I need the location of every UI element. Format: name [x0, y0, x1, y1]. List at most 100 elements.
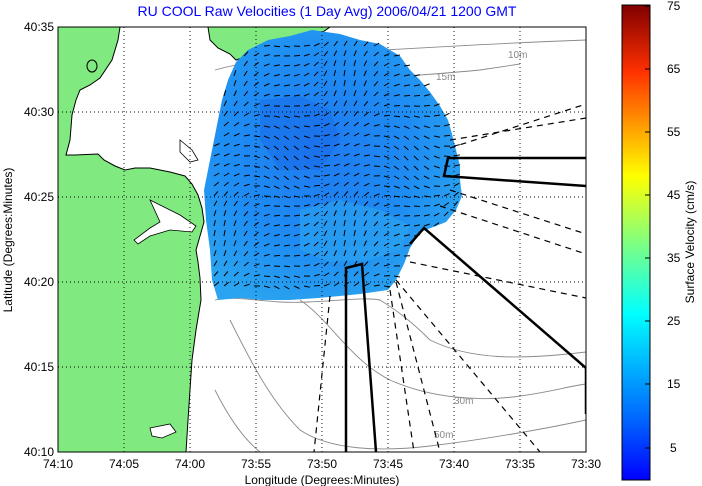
velocity-vector [303, 145, 310, 150]
velocity-vector [333, 182, 340, 187]
velocity-vector [263, 54, 270, 57]
isobath-label: 10m [508, 50, 527, 61]
velocity-vector [253, 212, 260, 217]
velocity-vector [223, 172, 230, 177]
velocity-vector [423, 223, 430, 227]
velocity-vector [263, 185, 270, 188]
velocity-vector [233, 240, 237, 247]
velocity-vector [323, 123, 330, 127]
velocity-vector [413, 94, 421, 97]
velocity-vector [393, 185, 400, 189]
isobath-50m [229, 319, 586, 450]
velocity-vector [423, 175, 430, 180]
velocity-vector [273, 244, 281, 247]
velocity-vector [323, 183, 330, 187]
velocity-vector [253, 81, 259, 87]
y-axis: 40:35 40:30 40:25 40:20 40:15 40:10 Lati… [1, 20, 54, 459]
velocity-vector [223, 153, 230, 157]
velocity-vector [433, 194, 441, 197]
velocity-vector [353, 210, 357, 217]
velocity-vector [423, 185, 430, 189]
velocity-vector [363, 80, 367, 87]
velocity-vector [343, 100, 348, 107]
velocity-vector [413, 145, 419, 151]
velocity-vector [433, 175, 440, 178]
velocity-vector [313, 202, 320, 207]
velocity-vector [313, 145, 320, 148]
velocity-vector [263, 104, 270, 107]
velocity-vector [433, 203, 440, 207]
velocity-vector [373, 230, 379, 237]
velocity-vector [243, 230, 248, 237]
velocity-vector [383, 212, 390, 217]
velocity-vector [333, 100, 338, 107]
velocity-vector [363, 100, 369, 107]
velocity-vector [353, 90, 357, 97]
velocity-vector [363, 182, 370, 187]
x-axis-label: Longitude (Degrees:Minutes) [245, 473, 400, 486]
velocity-vector [353, 100, 358, 107]
velocity-vector [403, 125, 410, 130]
velocity-vector [333, 163, 340, 167]
velocity-vector [233, 80, 237, 87]
velocity-vector [253, 194, 261, 197]
velocity-vector [273, 254, 281, 257]
velocity-vector [393, 73, 400, 77]
velocity-vector [293, 64, 300, 67]
velocity-vector [263, 83, 270, 87]
isobath-30m [299, 299, 586, 400]
velocity-vector [413, 165, 419, 171]
velocity-vector [253, 175, 260, 178]
velocity-vector [293, 185, 300, 189]
velocity-vector [333, 220, 337, 227]
velocity-vector [333, 240, 337, 247]
velocity-vector [333, 250, 337, 257]
colorbar-tick-label: 55 [667, 125, 681, 139]
velocity-vector [393, 63, 400, 67]
map-title: RU COOL Raw Velocities (1 Day Avg) 2006/… [138, 3, 517, 19]
velocity-vector [393, 275, 400, 278]
velocity-vector [433, 222, 440, 227]
velocity-vector [343, 250, 347, 257]
velocity-vector [383, 103, 390, 107]
coverage-line-dashed [389, 289, 415, 452]
velocity-vector [373, 113, 380, 117]
velocity-vector [383, 253, 390, 257]
velocity-vector [223, 240, 226, 247]
velocity-vector [363, 154, 370, 157]
velocity-vector [363, 210, 368, 217]
velocity-vector [423, 165, 430, 170]
velocity-vector [323, 41, 329, 47]
velocity-vector [363, 201, 369, 207]
velocity-vector [353, 271, 359, 277]
x-tick-label: 73:40 [439, 457, 469, 471]
velocity-vector [303, 175, 310, 179]
velocity-vector [423, 145, 430, 150]
velocity-vector [283, 74, 290, 77]
velocity-vector [403, 74, 411, 77]
velocity-vector [313, 285, 321, 287]
velocity-vector [323, 90, 328, 97]
velocity-vector [303, 242, 310, 247]
velocity-vector [363, 220, 368, 227]
velocity-vector [293, 54, 301, 57]
velocity-vector [273, 155, 279, 161]
velocity-vector [423, 125, 430, 129]
velocity-vector [363, 173, 370, 177]
velocity-vector [323, 174, 331, 177]
velocity-vector [223, 163, 230, 167]
velocity-vector [313, 52, 320, 57]
velocity-vector [233, 143, 240, 147]
coverage-line-dashed [395, 279, 541, 452]
velocity-vector [423, 195, 430, 198]
velocity-vector [213, 172, 220, 177]
velocity-vector [293, 165, 300, 171]
velocity-vector [313, 155, 320, 158]
velocity-vector [243, 80, 248, 87]
velocity-vector [313, 81, 319, 87]
velocity-vector [373, 284, 380, 287]
velocity-vector [453, 191, 460, 197]
velocity-vector [253, 102, 260, 107]
velocity-vector [443, 184, 451, 187]
radar-sectors [344, 156, 586, 452]
